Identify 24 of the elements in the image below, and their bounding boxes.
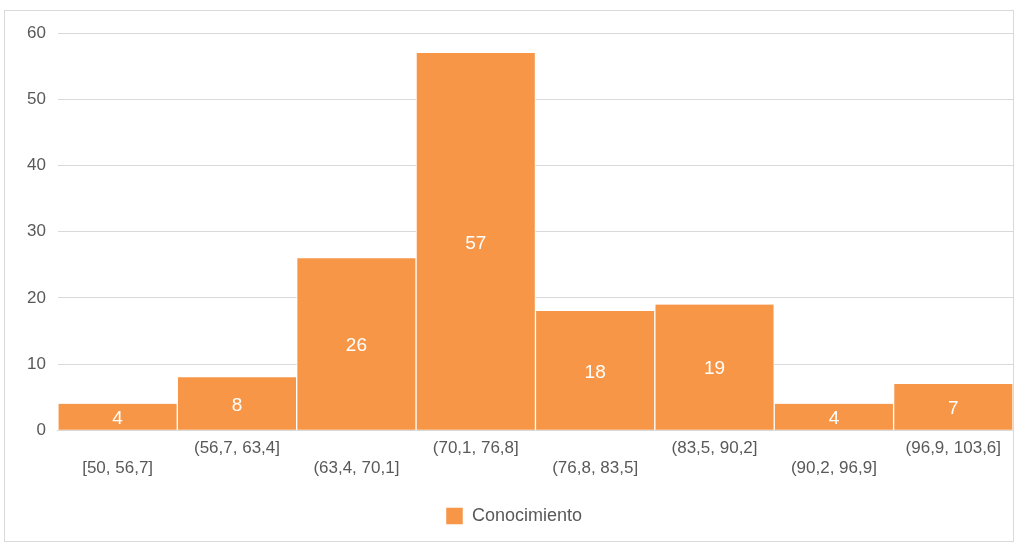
y-tick-label: 60	[26, 22, 46, 42]
x-tick-label: (90,2, 96,9]	[790, 458, 877, 478]
y-tick-label: 40	[26, 155, 46, 175]
data-label: 7	[948, 397, 959, 419]
data-label: 4	[828, 406, 840, 428]
data-label: 18	[584, 360, 606, 382]
y-tick-label: 10	[26, 353, 46, 373]
x-tick-label: (63,4, 70,1]	[313, 458, 400, 478]
legend-label: Conocimiento	[471, 504, 583, 525]
y-tick-label: 30	[26, 221, 46, 241]
x-tick-label: (70,1, 76,8]	[432, 438, 519, 458]
data-label: 4	[112, 406, 124, 428]
x-tick-label: (76,8, 83,5]	[552, 458, 639, 478]
data-label: 26	[345, 334, 367, 356]
data-label: 19	[703, 357, 726, 379]
data-label: 8	[231, 393, 243, 415]
x-tick-label: (83,5, 90,2]	[671, 438, 758, 458]
x-tick-label: (56,7, 63,4]	[193, 438, 280, 458]
y-tick-label: 50	[26, 89, 46, 109]
y-tick-label: 0	[36, 419, 46, 439]
x-tick-label: [50, 56,7]	[82, 458, 154, 478]
y-tick-label: 20	[26, 287, 46, 307]
data-label: 57	[465, 231, 487, 253]
x-tick-label: (96,9, 103,6]	[905, 438, 1002, 458]
